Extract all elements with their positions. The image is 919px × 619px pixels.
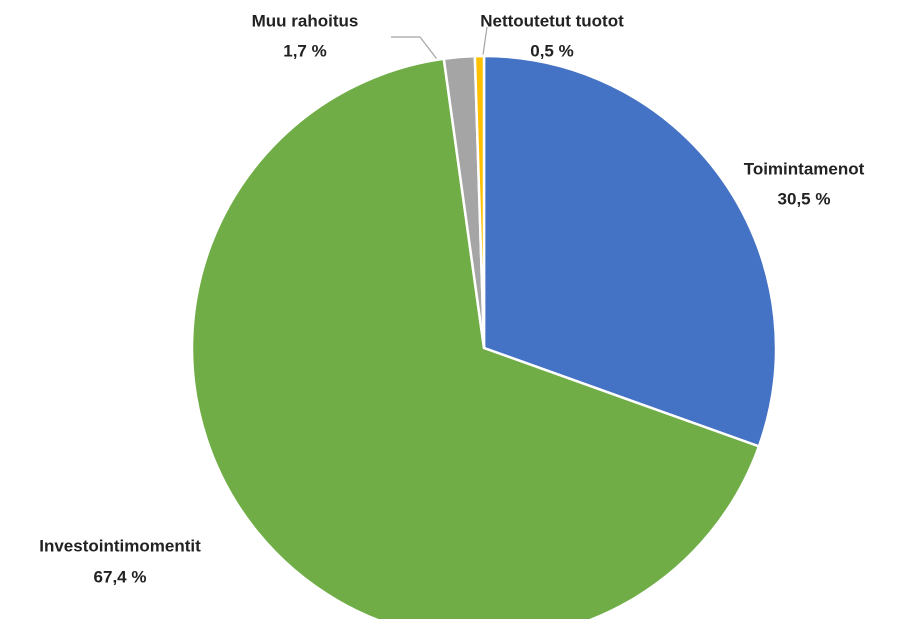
slice-label: Nettoutetut tuotot: [480, 11, 624, 30]
slice-value-label: 0,5 %: [530, 41, 573, 60]
slice-value-label: 1,7 %: [283, 41, 326, 60]
pie-slice: [473, 54, 486, 349]
slice-value-label: 67,4 %: [94, 567, 147, 586]
slice-value-label: 30,5 %: [778, 189, 831, 208]
slice-label: Toimintamenot: [744, 159, 865, 178]
pie-slice: [190, 57, 761, 619]
slice-label: Muu rahoitus: [252, 11, 359, 30]
slice-label: Investointimomentit: [39, 536, 201, 555]
pie-slice: [482, 54, 778, 448]
